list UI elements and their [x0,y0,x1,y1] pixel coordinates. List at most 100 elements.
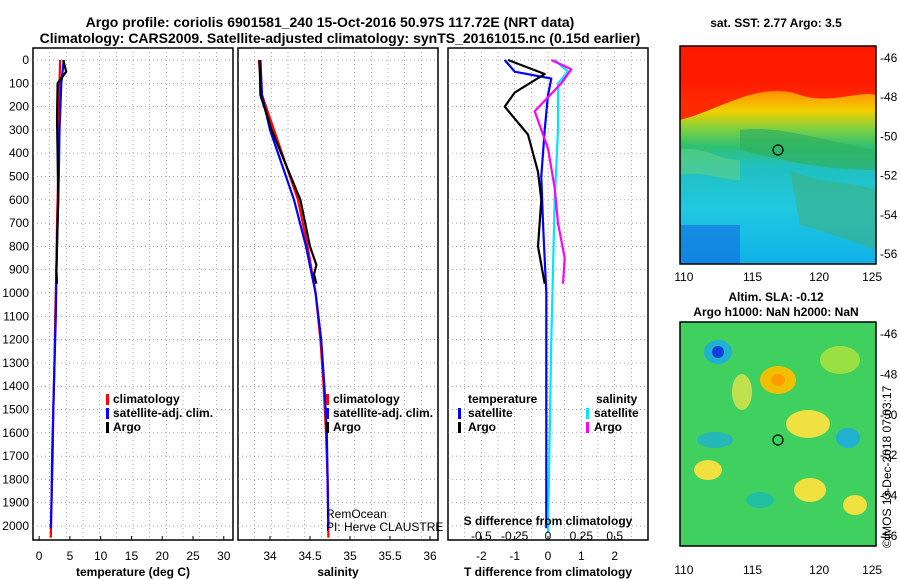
sst-map-title: sat. SST: 2.77 Argo: 3.5 [710,16,842,30]
sla-argo-marker [772,434,784,446]
sst-map [679,45,877,265]
legend-swatch-climatology [326,394,329,405]
xtick-label: 25 [186,549,200,563]
legend-label-climatology: climatology [333,392,400,406]
sla-high-3 [794,478,826,502]
difference-xlabel: T difference from climatology [464,565,632,579]
sla-low-4 [746,492,774,508]
series-line-satellite-adj-clim- [49,59,65,529]
xtick-label: 30 [217,549,231,563]
sst-lat-tick: -50 [880,129,898,143]
xtick-label: 2 [611,549,618,563]
sla-map [679,321,877,547]
credit-text: ©IMOS 13-Dec-2018 07:03:17 [880,385,894,548]
sla-ridge-3 [786,410,830,438]
sla-lat-tick: -52 [880,448,898,462]
xtick-label: 10 [94,549,108,563]
sla-lon-tick: 120 [809,563,829,577]
ytick-label: 300 [9,123,29,137]
sla-lon-tick: 125 [862,563,882,577]
temperature-plot-frame [32,47,234,541]
figure-title-line2: Climatology: CARS2009. Satellite-adjuste… [40,30,641,46]
difference-plot-frame [447,47,649,541]
xtick-top-label: 0.25 [570,529,594,543]
ytick-label: 500 [9,170,29,184]
xtick-label: 34.5 [298,549,322,563]
sla-lat-tick: -46 [880,327,898,341]
sst-map-frame [679,45,877,265]
legend-label-argo: Argo [113,420,141,434]
sla-low-3 [697,432,733,448]
xtick-top-label: 0.5 [606,529,623,543]
salinity-xlabel: salinity [317,565,359,579]
sla-high-4 [843,495,867,515]
xtick-label: 35.5 [378,549,402,563]
ytick-label: 1900 [2,496,29,510]
sst-cool-region [790,170,876,250]
sla-lat-tick: -48 [880,367,898,381]
legend-swatch-s-satellite [586,408,589,419]
sst-lat-tick: -46 [880,51,898,65]
map-ticks: 110 115 120 125 -46 -48 -50 -52 -54 -56 110 115 120 1… [674,51,897,577]
legend-label-satellite: satellite-adj. clim. [113,406,213,420]
sla-lat-tick: -54 [880,489,898,503]
sst-argo-marker [772,144,784,156]
ytick-label: 900 [9,263,29,277]
ytick-label: 1600 [2,426,29,440]
sla-high-core [771,374,785,386]
xtick-label: 35 [343,549,357,563]
sst-green-patch [680,148,740,180]
sla-low-2 [836,428,860,448]
sst-lat-tick: -54 [880,208,898,222]
legend-label-climatology: climatology [113,392,180,406]
sla-ridge-1 [732,374,752,410]
ytick-label: 400 [9,146,29,160]
legend-swatch-s-argo [586,422,589,433]
sst-lon-tick: 125 [862,270,882,284]
xtick-label: 34 [263,549,277,563]
sla-lat-tick: -50 [880,408,898,422]
ytick-label: 1500 [2,403,29,417]
ytick-label: 1000 [2,286,29,300]
sla-lat-tick: -56 [880,529,898,543]
sst-lat-tick: -56 [880,247,898,261]
sst-warm-region [680,46,876,120]
ytick-label: 1400 [2,379,29,393]
xtick-label: -2 [476,549,487,563]
ytick-label: 1200 [2,333,29,347]
temperature-legend: climatology satellite-adj. clim. Argo [106,392,213,434]
salinity-annotation-project: RemOcean [326,507,387,521]
series-line-argo [258,59,318,284]
legend-label-satellite: satellite-adj. clim. [333,406,433,420]
ytick-label: 100 [9,76,29,90]
legend-title-salinity: salinity [596,392,638,406]
sst-front-region [740,129,876,170]
sla-map-title2: Argo h1000: NaN h2000: NaN [693,305,858,319]
xtick-label: 0 [36,549,43,563]
xtick-top-label: 0 [545,529,552,543]
legend-swatch-satellite [106,408,109,419]
series-line-t-argo [503,58,546,284]
xtick-label: 1 [578,549,585,563]
ytick-label: 800 [9,239,29,253]
legend-label-s-satellite: satellite [594,406,639,420]
ytick-label: 700 [9,216,29,230]
series-line-s-argo [533,59,573,284]
sla-lon-tick: 115 [743,563,762,577]
series-line-t-satellite [503,59,553,529]
sla-map-title1: Altim. SLA: -0.12 [728,290,824,304]
sla-ridge-2 [820,346,860,374]
ytick-label: 600 [9,193,29,207]
sst-lon-tick: 120 [809,270,829,284]
legend-swatch-argo [326,422,329,433]
sst-lat-tick: -48 [880,90,898,104]
xtick-label: 15 [125,549,139,563]
legend-swatch-satellite [326,408,329,419]
xtick-label: -1 [509,549,520,563]
figure-title-line1: Argo profile: coriolis 6901581_240 15-Oc… [86,14,575,30]
temperature-xlabel: temperature (deg C) [76,565,190,579]
xtick-top-label: -0.5 [471,529,492,543]
ytick-label: 0 [22,53,29,67]
sla-map-frame [679,321,877,547]
legend-swatch-argo [106,422,109,433]
